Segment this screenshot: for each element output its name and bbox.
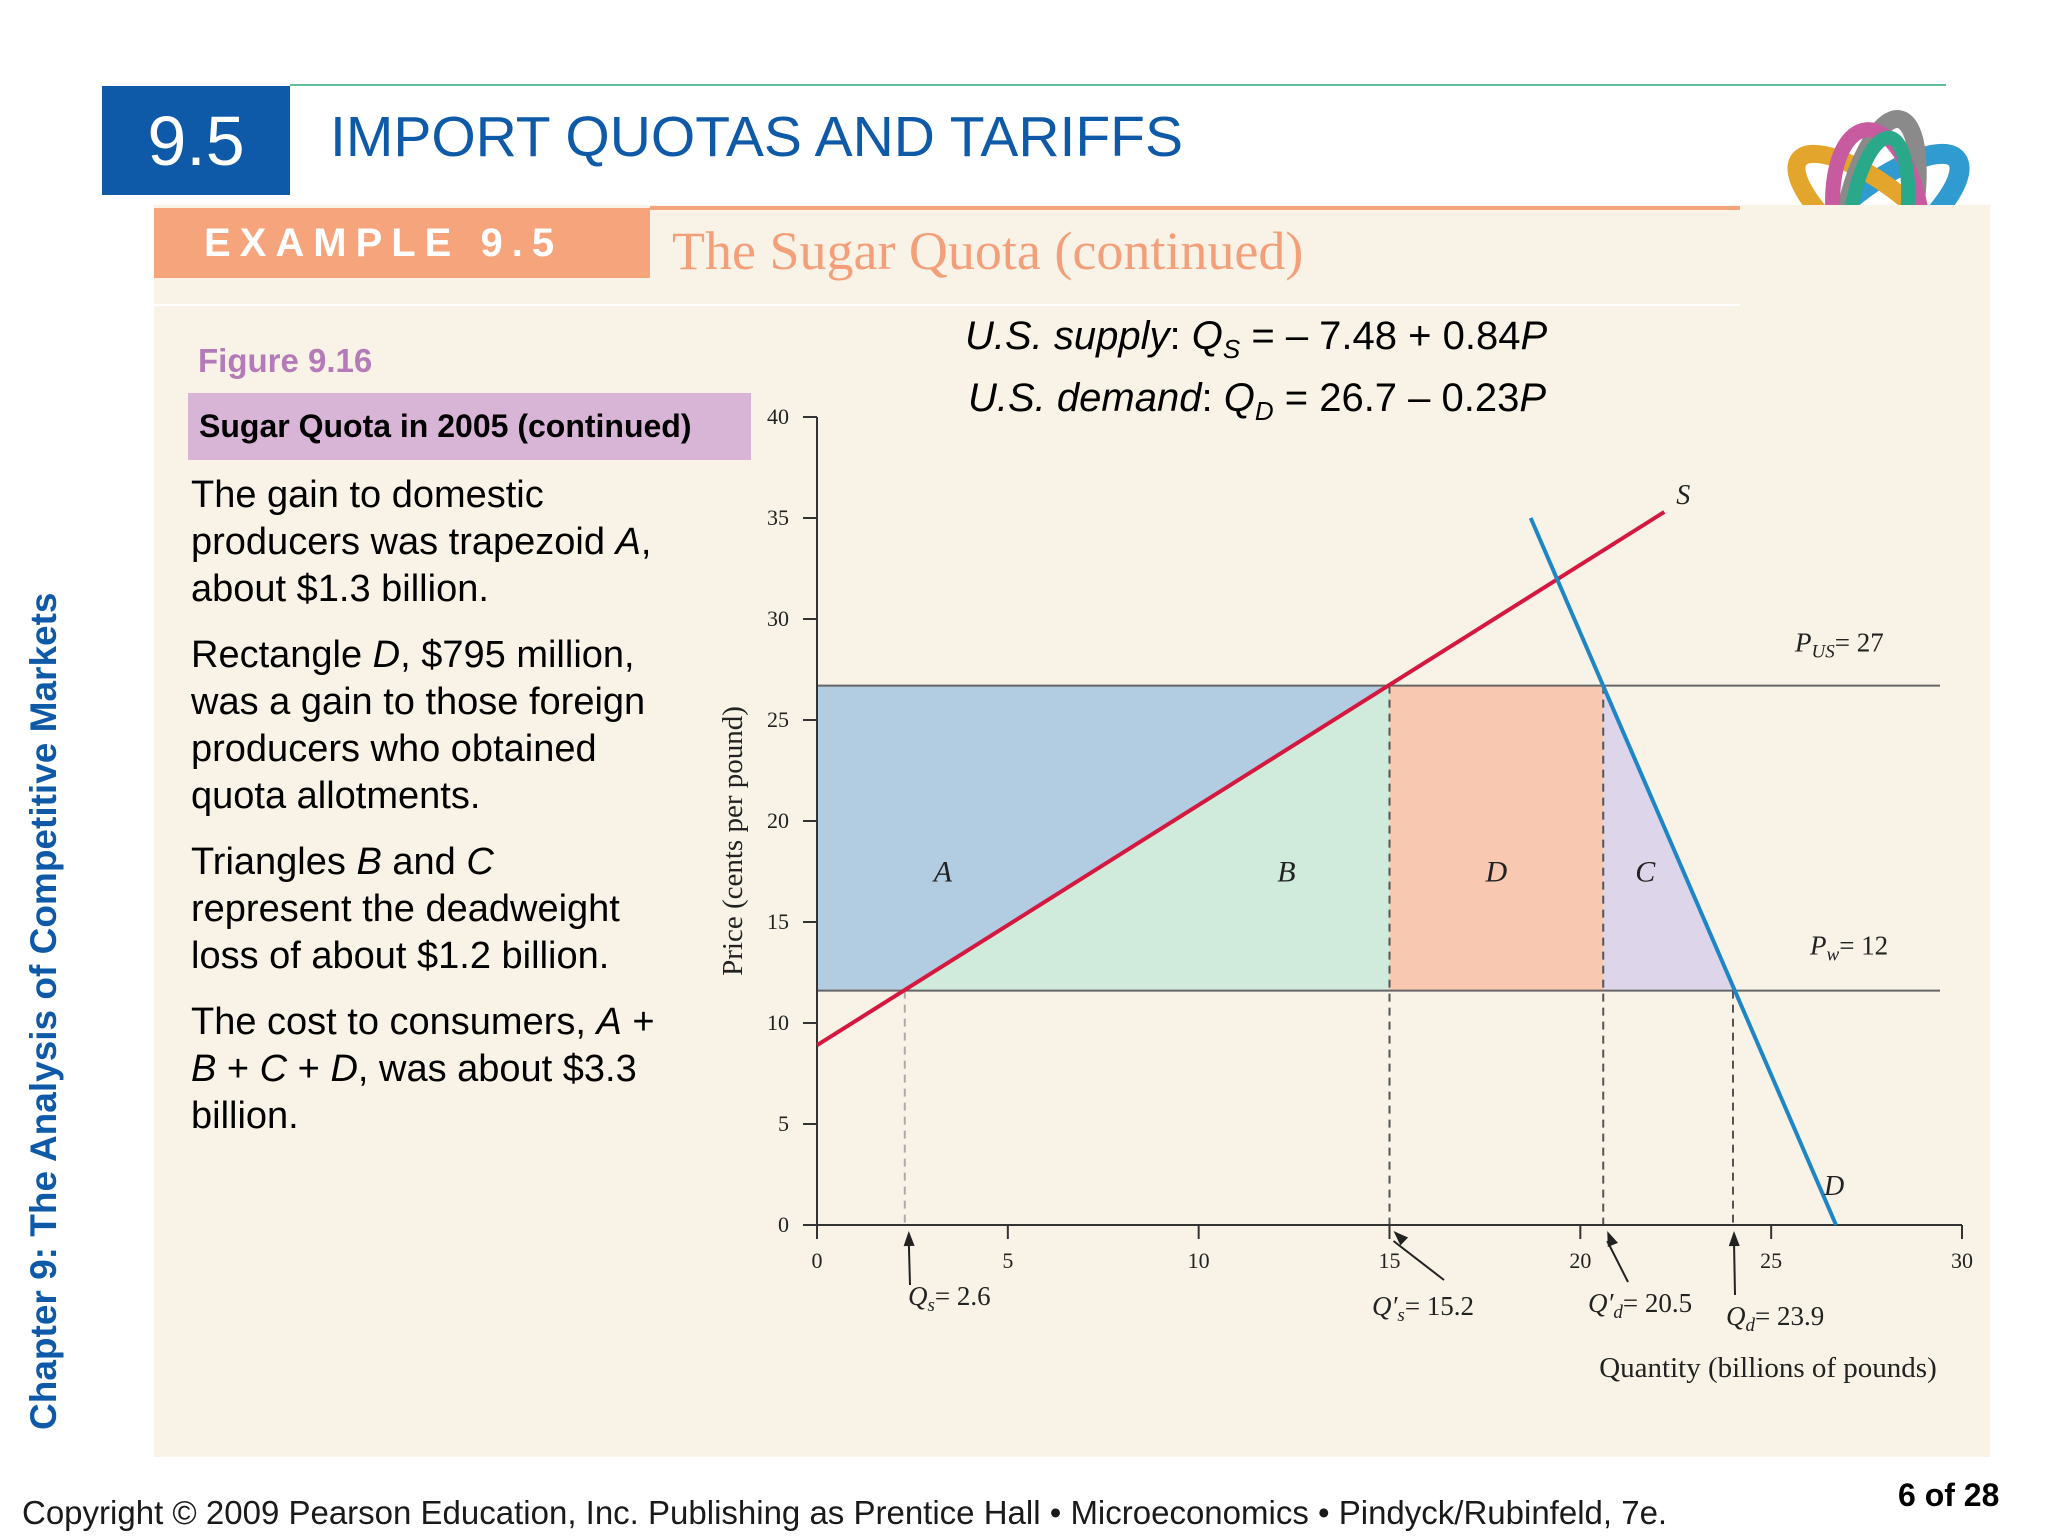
demand-curve-label: D <box>1823 1171 1844 1202</box>
quantity-arrow-3 <box>1733 1240 1736 1296</box>
footer-copyright: Copyright © 2009 Pearson Education, Inc.… <box>22 1494 1668 1531</box>
price-label-world: Pw= 12 <box>1809 931 1888 966</box>
y-tick-label: 40 <box>767 404 789 429</box>
region-label-d: D <box>1485 856 1508 889</box>
paragraph-foreign-gain: Rectangle D, $795 million, was a gain to … <box>191 634 646 817</box>
x-axis-label: Quantity (billions of pounds) <box>1599 1352 1937 1384</box>
quantity-label-1: Q′s= 15.2 <box>1372 1291 1474 1326</box>
x-tick-label: 5 <box>1002 1248 1013 1273</box>
y-tick-label: 20 <box>767 808 789 833</box>
x-tick-label: 20 <box>1569 1248 1591 1273</box>
body-text: The gain to domestic producers was trapez… <box>191 472 711 1159</box>
region-a <box>817 685 1390 991</box>
quantity-arrowhead-0 <box>903 1231 915 1247</box>
section-title: IMPORT QUOTAS AND TARIFFS <box>330 105 1183 169</box>
svg-text:Chapter 9: The Analysis of Co: Chapter 9: The Analysis of Competitive M… <box>23 592 64 1430</box>
chapter-side-label: Chapter 9: The Analysis of Competitive M… <box>23 592 64 1430</box>
paragraph-producer-gain: The gain to domestic producers was trapez… <box>191 474 652 610</box>
supply-equation: U.S. supply: QS = – 7.48 + 0.84P <box>965 314 1548 364</box>
quantity-arrow-0 <box>907 1240 911 1286</box>
price-label-us: PUS= 27 <box>1794 628 1884 663</box>
y-tick-label: 10 <box>767 1010 789 1035</box>
y-axis-label: Price (cents per pound) <box>717 706 749 976</box>
x-tick-label: 0 <box>812 1248 823 1273</box>
quantity-label-3: Qd= 23.9 <box>1726 1301 1824 1336</box>
quantity-arrowhead-3 <box>1728 1231 1740 1247</box>
quantity-arrow-1 <box>1392 1240 1445 1281</box>
y-tick-label: 35 <box>767 505 789 530</box>
x-tick-label: 30 <box>1951 1248 1973 1273</box>
example-label: EXAMPLE 9.5 <box>154 208 650 278</box>
region-label-b: B <box>1277 856 1295 889</box>
y-tick-label: 25 <box>767 707 789 732</box>
y-tick-label: 15 <box>767 909 789 934</box>
y-tick-label: 30 <box>767 606 789 631</box>
supply-curve <box>815 510 1666 1047</box>
quantity-arrow-2 <box>1606 1240 1629 1283</box>
header-rule <box>290 84 1946 86</box>
sugar-quota-chart: PUS= 27 Pw= 12 0 5 10 15 20 25 30 0 5 10 15 20 25 30 35 4… <box>717 404 1973 1384</box>
y-tick-label: 0 <box>778 1212 789 1237</box>
panel-divider <box>154 304 1740 306</box>
region-d <box>1389 685 1604 991</box>
region-label-c: C <box>1635 856 1656 889</box>
figure-label: Figure 9.16 <box>198 342 373 379</box>
demand-curve <box>1528 517 1838 1226</box>
figure-title: Sugar Quota in 2005 (continued) <box>188 393 751 460</box>
quantity-arrowhead-1 <box>1393 1231 1409 1246</box>
demand-equation: U.S. demand: QD = 26.7 – 0.23P <box>968 376 1547 426</box>
paragraph-consumer-cost: The cost to consumers, A + B + C + D, was… <box>191 1001 655 1137</box>
x-tick-label: 10 <box>1188 1248 1210 1273</box>
region-c <box>1603 685 1733 991</box>
quantity-arrowhead-2 <box>1607 1231 1618 1247</box>
quantity-label-0: Qs= 2.6 <box>908 1281 991 1316</box>
section-number: 9.5 <box>102 86 290 195</box>
y-tick-label: 5 <box>778 1111 789 1136</box>
region-label-a: A <box>932 856 953 889</box>
quantity-label-2: Q′d= 20.5 <box>1588 1288 1692 1323</box>
x-tick-label: 15 <box>1379 1248 1401 1273</box>
page-number: 6 of 28 <box>1898 1477 2000 1513</box>
supply-curve-label: S <box>1676 480 1690 511</box>
x-tick-label: 25 <box>1760 1248 1782 1273</box>
example-title: The Sugar Quota (continued) <box>672 221 1304 281</box>
example-header-rule <box>650 206 1740 210</box>
